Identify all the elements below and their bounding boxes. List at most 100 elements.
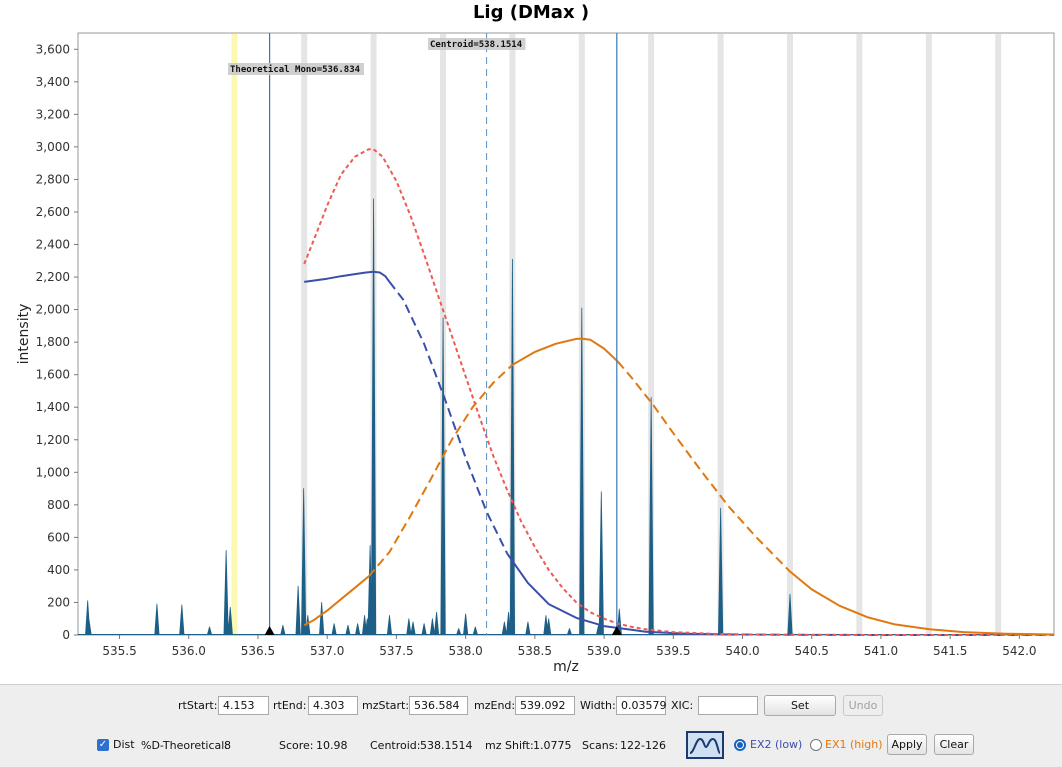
pct-theoretical-value: 8 bbox=[224, 739, 231, 752]
range-marker bbox=[264, 626, 275, 635]
x-axis-title: m/z bbox=[553, 659, 579, 675]
x-tick-label: 535.5 bbox=[102, 644, 136, 658]
annotation-box bbox=[228, 63, 364, 75]
spectrum-peak bbox=[546, 618, 552, 636]
y-tick-label: 800 bbox=[47, 498, 70, 512]
y-tick-label: 3,200 bbox=[36, 107, 70, 121]
spectrum-peak bbox=[472, 626, 478, 636]
x-tick-label: 538.5 bbox=[518, 644, 552, 658]
y-tick-label: 1,200 bbox=[36, 433, 70, 447]
centroid-value: 538.1514 bbox=[420, 739, 473, 752]
pct-theoretical-label: %D-Theoretical: bbox=[141, 739, 229, 752]
spectrum-peak bbox=[206, 626, 213, 636]
spectrum-peak bbox=[433, 611, 440, 636]
width-input[interactable]: 0.03579 bbox=[616, 696, 667, 715]
y-tick-label: 1,800 bbox=[36, 335, 70, 349]
spectrum-peak bbox=[305, 615, 311, 636]
y-tick-label: 200 bbox=[47, 595, 70, 609]
x-tick-label: 536.5 bbox=[241, 644, 275, 658]
y-tick-label: 1,000 bbox=[36, 465, 70, 479]
x-tick-label: 542.0 bbox=[1002, 644, 1036, 658]
dist-checkbox[interactable]: ✓ bbox=[97, 739, 109, 751]
isotope-band bbox=[995, 34, 1002, 635]
apply-button[interactable]: Apply bbox=[887, 734, 927, 755]
y-axis-title: intensity bbox=[16, 304, 32, 365]
spectrum-peak bbox=[787, 593, 793, 636]
spectrum-chart[interactable]: 0 200 400 600 800 1,000 1,200 1,400 1,600 1,800 2,… bbox=[0, 0, 1062, 680]
rtstart-input[interactable]: 4.153 bbox=[218, 696, 269, 715]
ex1-label: EX1 (high) bbox=[825, 738, 883, 751]
x-tick-label: 541.0 bbox=[864, 644, 898, 658]
isotope-band bbox=[925, 34, 932, 635]
y-tick-label: 0 bbox=[62, 628, 70, 642]
y-tick-label: 2,200 bbox=[36, 270, 70, 284]
mzend-input[interactable]: 539.092 bbox=[515, 696, 575, 715]
range-marker bbox=[611, 626, 622, 635]
plot-area bbox=[77, 32, 1055, 636]
scans-value: 122-126 bbox=[620, 739, 666, 752]
x-tick-label: 540.5 bbox=[795, 644, 829, 658]
undo-button[interactable]: Undo bbox=[843, 695, 883, 716]
score-value: 10.98 bbox=[316, 739, 348, 752]
chart-title: Lig (DMax ) bbox=[472, 2, 590, 23]
annotation-label: Centroid=538.1514 bbox=[430, 39, 523, 50]
rtend-input[interactable]: 4.303 bbox=[308, 696, 358, 715]
spectrum-peak bbox=[179, 604, 185, 636]
series-line-7 bbox=[511, 337, 619, 366]
spectrum-peak bbox=[301, 488, 307, 636]
clear-button[interactable]: Clear bbox=[934, 734, 974, 755]
y-tick-label: 600 bbox=[47, 530, 70, 544]
spectrum-peak bbox=[410, 621, 416, 636]
ex2-radio[interactable] bbox=[734, 739, 746, 751]
y-tick-label: 1,600 bbox=[36, 368, 70, 382]
spectrum-peak bbox=[648, 397, 654, 636]
mzend-label: mzEnd: bbox=[474, 699, 516, 712]
spectrum-peak bbox=[355, 623, 361, 636]
isotope-band bbox=[717, 34, 724, 635]
mzstart-input[interactable]: 536.584 bbox=[409, 696, 468, 715]
xic-input[interactable] bbox=[698, 696, 758, 715]
ex2-label: EX2 (low) bbox=[750, 738, 803, 751]
mz-shift-label: mz Shift: bbox=[485, 739, 534, 752]
y-tick-label: 3,400 bbox=[36, 75, 70, 89]
spectrum-peak bbox=[525, 621, 531, 636]
spectrum-peak bbox=[319, 602, 325, 636]
x-tick-label: 537.5 bbox=[379, 644, 413, 658]
rtend-label: rtEnd: bbox=[273, 699, 307, 712]
series-line-1 bbox=[388, 281, 509, 555]
score-label: Score: bbox=[279, 739, 314, 752]
y-tick-label: 3,000 bbox=[36, 140, 70, 154]
spectrum-peak bbox=[227, 606, 233, 636]
x-tick-label: 537.0 bbox=[310, 644, 344, 658]
spectrum-peak bbox=[429, 618, 436, 636]
spectrum-peak bbox=[406, 618, 412, 636]
y-tick-label: 2,000 bbox=[36, 303, 70, 317]
x-tick-label: 539.5 bbox=[656, 644, 690, 658]
set-button[interactable]: Set bbox=[764, 695, 836, 716]
distribution-toggle-button[interactable] bbox=[686, 731, 724, 759]
x-tick-label: 536.0 bbox=[172, 644, 206, 658]
x-tick-label: 540.0 bbox=[725, 644, 759, 658]
spectrum-peak bbox=[280, 624, 286, 636]
mz-shift-value: 1.0775 bbox=[533, 739, 572, 752]
series-line-6 bbox=[367, 364, 514, 578]
rtstart-label: rtStart: bbox=[178, 699, 218, 712]
isotope-band bbox=[856, 34, 863, 635]
spectrum-peak bbox=[421, 623, 427, 636]
ex1-radio[interactable] bbox=[810, 739, 822, 751]
theoretical-band bbox=[231, 34, 238, 635]
series-line-0 bbox=[304, 270, 391, 283]
x-tick-label: 539.0 bbox=[587, 644, 621, 658]
series-line-9 bbox=[789, 570, 1055, 636]
spectrum-peak bbox=[331, 623, 337, 636]
series-line-8 bbox=[617, 361, 791, 573]
spectrum-peak bbox=[501, 621, 507, 636]
annotation-box bbox=[428, 38, 526, 50]
spectrum-peak bbox=[566, 628, 573, 636]
xic-label: XIC: bbox=[671, 699, 694, 712]
spectrum-peak bbox=[223, 549, 229, 636]
y-tick-label: 3,600 bbox=[36, 42, 70, 56]
distribution-curve-icon bbox=[689, 737, 721, 754]
spectrum-peak bbox=[295, 585, 301, 636]
centroid-label: Centroid: bbox=[370, 739, 421, 752]
